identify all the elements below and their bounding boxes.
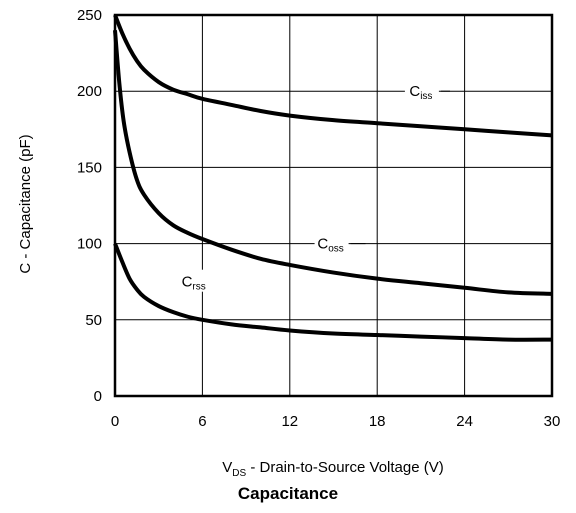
annotation-background bbox=[177, 269, 212, 292]
y-tick-label: 100 bbox=[77, 236, 102, 253]
annotation-crss: Crss bbox=[182, 274, 206, 293]
x-tick-label: 18 bbox=[369, 413, 386, 430]
x-axis-label-main: V bbox=[222, 459, 232, 476]
annotation-coss: Coss bbox=[317, 236, 343, 255]
x-axis-label-sub: DS bbox=[232, 468, 246, 479]
annotation-ciss: Ciss bbox=[409, 83, 432, 102]
y-tick-labels: 0 50 100 150 200 250 bbox=[77, 7, 102, 405]
y-tick-label: 250 bbox=[77, 7, 102, 24]
x-axis-label: VDS - Drain-to-Source Voltage (V) bbox=[222, 459, 444, 479]
x-tick-labels: 0 6 12 18 24 30 bbox=[111, 413, 561, 430]
y-tick-label: 200 bbox=[77, 83, 102, 100]
series-lines bbox=[113, 14, 553, 342]
plot-frame bbox=[113, 13, 554, 398]
y-axis-label: C - Capacitance (pF) bbox=[17, 134, 34, 273]
annotation-background bbox=[404, 79, 439, 102]
chart-title: Capacitance bbox=[237, 484, 339, 503]
x-tick-label: 0 bbox=[111, 413, 119, 430]
series-line-ciss bbox=[113, 14, 553, 138]
x-tick-label: 6 bbox=[198, 413, 206, 430]
series-line-coss bbox=[113, 30, 553, 296]
series-annotations: Ciss Coss Crss bbox=[177, 79, 451, 293]
x-axis-label-rest: - Drain-to-Source Voltage (V) bbox=[246, 459, 444, 476]
series-line-crss bbox=[113, 242, 553, 342]
y-tick-label: 150 bbox=[77, 159, 102, 176]
y-tick-label: 0 bbox=[94, 388, 102, 405]
x-tick-label: 30 bbox=[544, 413, 561, 430]
x-tick-label: 24 bbox=[456, 413, 473, 430]
x-tick-label: 12 bbox=[281, 413, 298, 430]
annotation-background bbox=[314, 231, 349, 254]
y-tick-label: 50 bbox=[85, 312, 102, 329]
